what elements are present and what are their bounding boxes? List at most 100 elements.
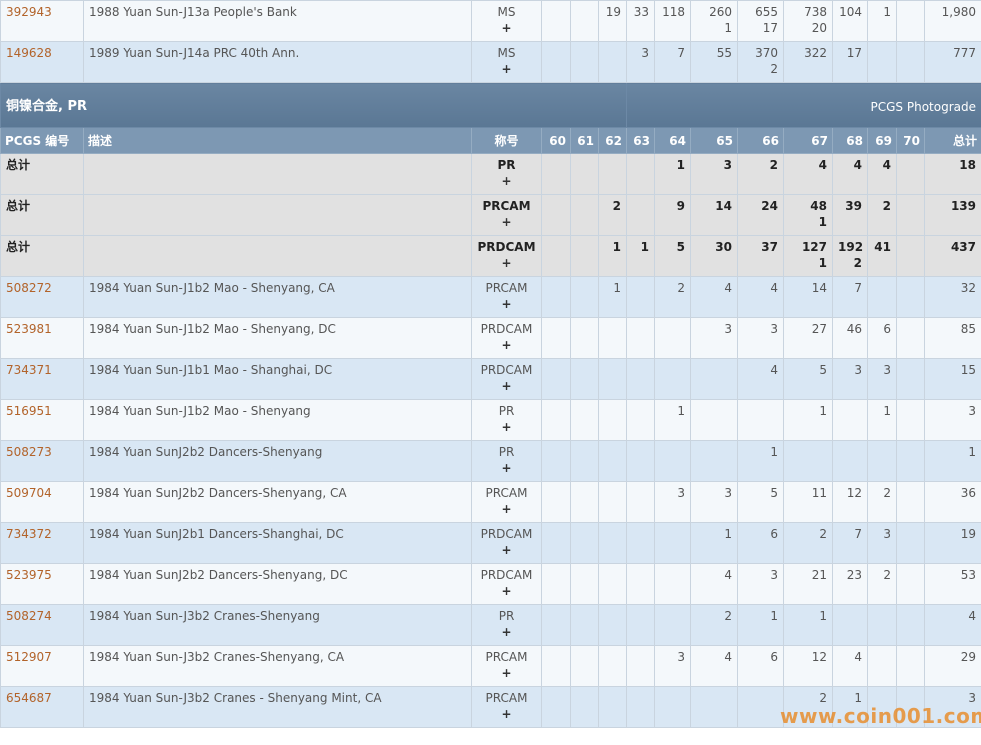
count: 48 [810,199,827,213]
id-cell: 734372 [0,522,84,564]
id-cell: 512907 [0,645,84,687]
designation: MS [497,46,516,60]
count-cell: 4 [690,563,738,605]
expand-button[interactable]: + [501,174,512,188]
count-cell [896,481,925,523]
coin-link[interactable]: 508273 [6,445,52,459]
total: 18 [959,158,976,172]
count-cell [541,563,571,605]
total-cell: 1,980 [924,0,981,42]
expand-button[interactable]: + [501,297,512,311]
expand-button[interactable]: + [501,625,512,639]
count: 1 [770,609,778,623]
count-cell [570,235,599,277]
coin-link[interactable]: 392943 [6,5,52,19]
total: 777 [953,46,976,60]
count: 3 [770,568,778,582]
count-cell [896,604,925,646]
count: 3 [641,46,649,60]
count-cell: 27 [783,317,833,359]
total: 85 [960,322,976,336]
expand-button[interactable]: + [501,502,512,516]
count: 2 [769,158,778,172]
count-cell [690,440,738,482]
column-title: 67 [783,127,833,154]
coin-link[interactable]: 523975 [6,568,52,582]
description: 1988 Yuan Sun-J13a People's Bank [89,5,297,19]
count-cell [570,522,599,564]
plus-count: 1 [818,256,827,270]
coin-link[interactable]: 512907 [6,650,52,664]
count-cell: 1 [737,604,784,646]
designation: PRDCAM [480,568,533,582]
expand-button[interactable]: + [501,379,512,393]
id-cell: 总计 [0,235,84,277]
count: 2 [883,486,891,500]
coin-link[interactable]: 508272 [6,281,52,295]
count: 1 [613,281,621,295]
coin-link[interactable]: 509704 [6,486,52,500]
count: 192 [838,240,864,254]
expand-button[interactable]: + [501,707,512,721]
designation-cell: PRCAM + [471,194,542,236]
count-cell [541,645,571,687]
expand-button[interactable]: + [501,62,512,76]
coin-link[interactable]: 523981 [6,322,52,336]
count: 1 [883,404,891,418]
count-cell [626,481,655,523]
column-title: 总计 [924,127,981,154]
total-cell: 53 [924,563,981,605]
coin-link[interactable]: 654687 [6,691,52,705]
count-cell: 5 [654,235,691,277]
count-cell [541,276,571,318]
description-cell: 1984 Yuan Sun-J1b2 Mao - Shenyang, CA [83,276,472,318]
count-cell [570,317,599,359]
column-title: 64 [654,127,691,154]
expand-button[interactable]: + [501,338,512,352]
count-cell: 3 [690,317,738,359]
count-cell [867,440,897,482]
coin-link[interactable]: 734371 [6,363,52,377]
count-cell [626,604,655,646]
designation-cell: PR + [471,153,542,195]
count-cell [654,522,691,564]
expand-button[interactable]: + [501,461,512,475]
coin-link[interactable]: 734372 [6,527,52,541]
count: 41 [874,240,891,254]
designation-cell: PRCAM + [471,645,542,687]
count: 39 [845,199,862,213]
id-cell: 508272 [0,276,84,318]
coin-link[interactable]: 149628 [6,46,52,60]
count-cell [570,194,599,236]
count-cell: 55 [690,41,738,83]
coin-link[interactable]: 516951 [6,404,52,418]
count-cell [626,522,655,564]
description-cell: 1989 Yuan Sun-J14a PRC 40th Ann. [83,41,472,83]
id-cell: 508274 [0,604,84,646]
expand-button[interactable]: + [501,584,512,598]
count: 24 [761,199,778,213]
total: 32 [960,281,976,295]
table-row: 508274 1984 Yuan Sun-J3b2 Cranes-Shenyang… [0,604,981,646]
count: 4 [882,158,891,172]
coin-link[interactable]: 508274 [6,609,52,623]
count-cell: 7 [654,41,691,83]
designation: PR [498,404,515,418]
expand-button[interactable]: + [501,543,512,557]
expand-button[interactable]: + [501,420,512,434]
photograde-link[interactable]: PCGS Photograde [870,99,976,114]
expand-button[interactable]: + [501,256,512,270]
count: 4 [770,363,778,377]
count: 1 [612,240,621,254]
column-title: 62 [598,127,627,154]
count-cell [896,0,925,42]
total-label: 总计 [6,199,31,213]
expand-button[interactable]: + [501,21,512,35]
count-cell: 7 [832,276,868,318]
total: 4 [968,609,976,623]
id-cell: 516951 [0,399,84,441]
expand-button[interactable]: + [501,215,512,229]
expand-button[interactable]: + [501,666,512,680]
total-label: 总计 [6,240,31,254]
count-cell: 3 [626,41,655,83]
